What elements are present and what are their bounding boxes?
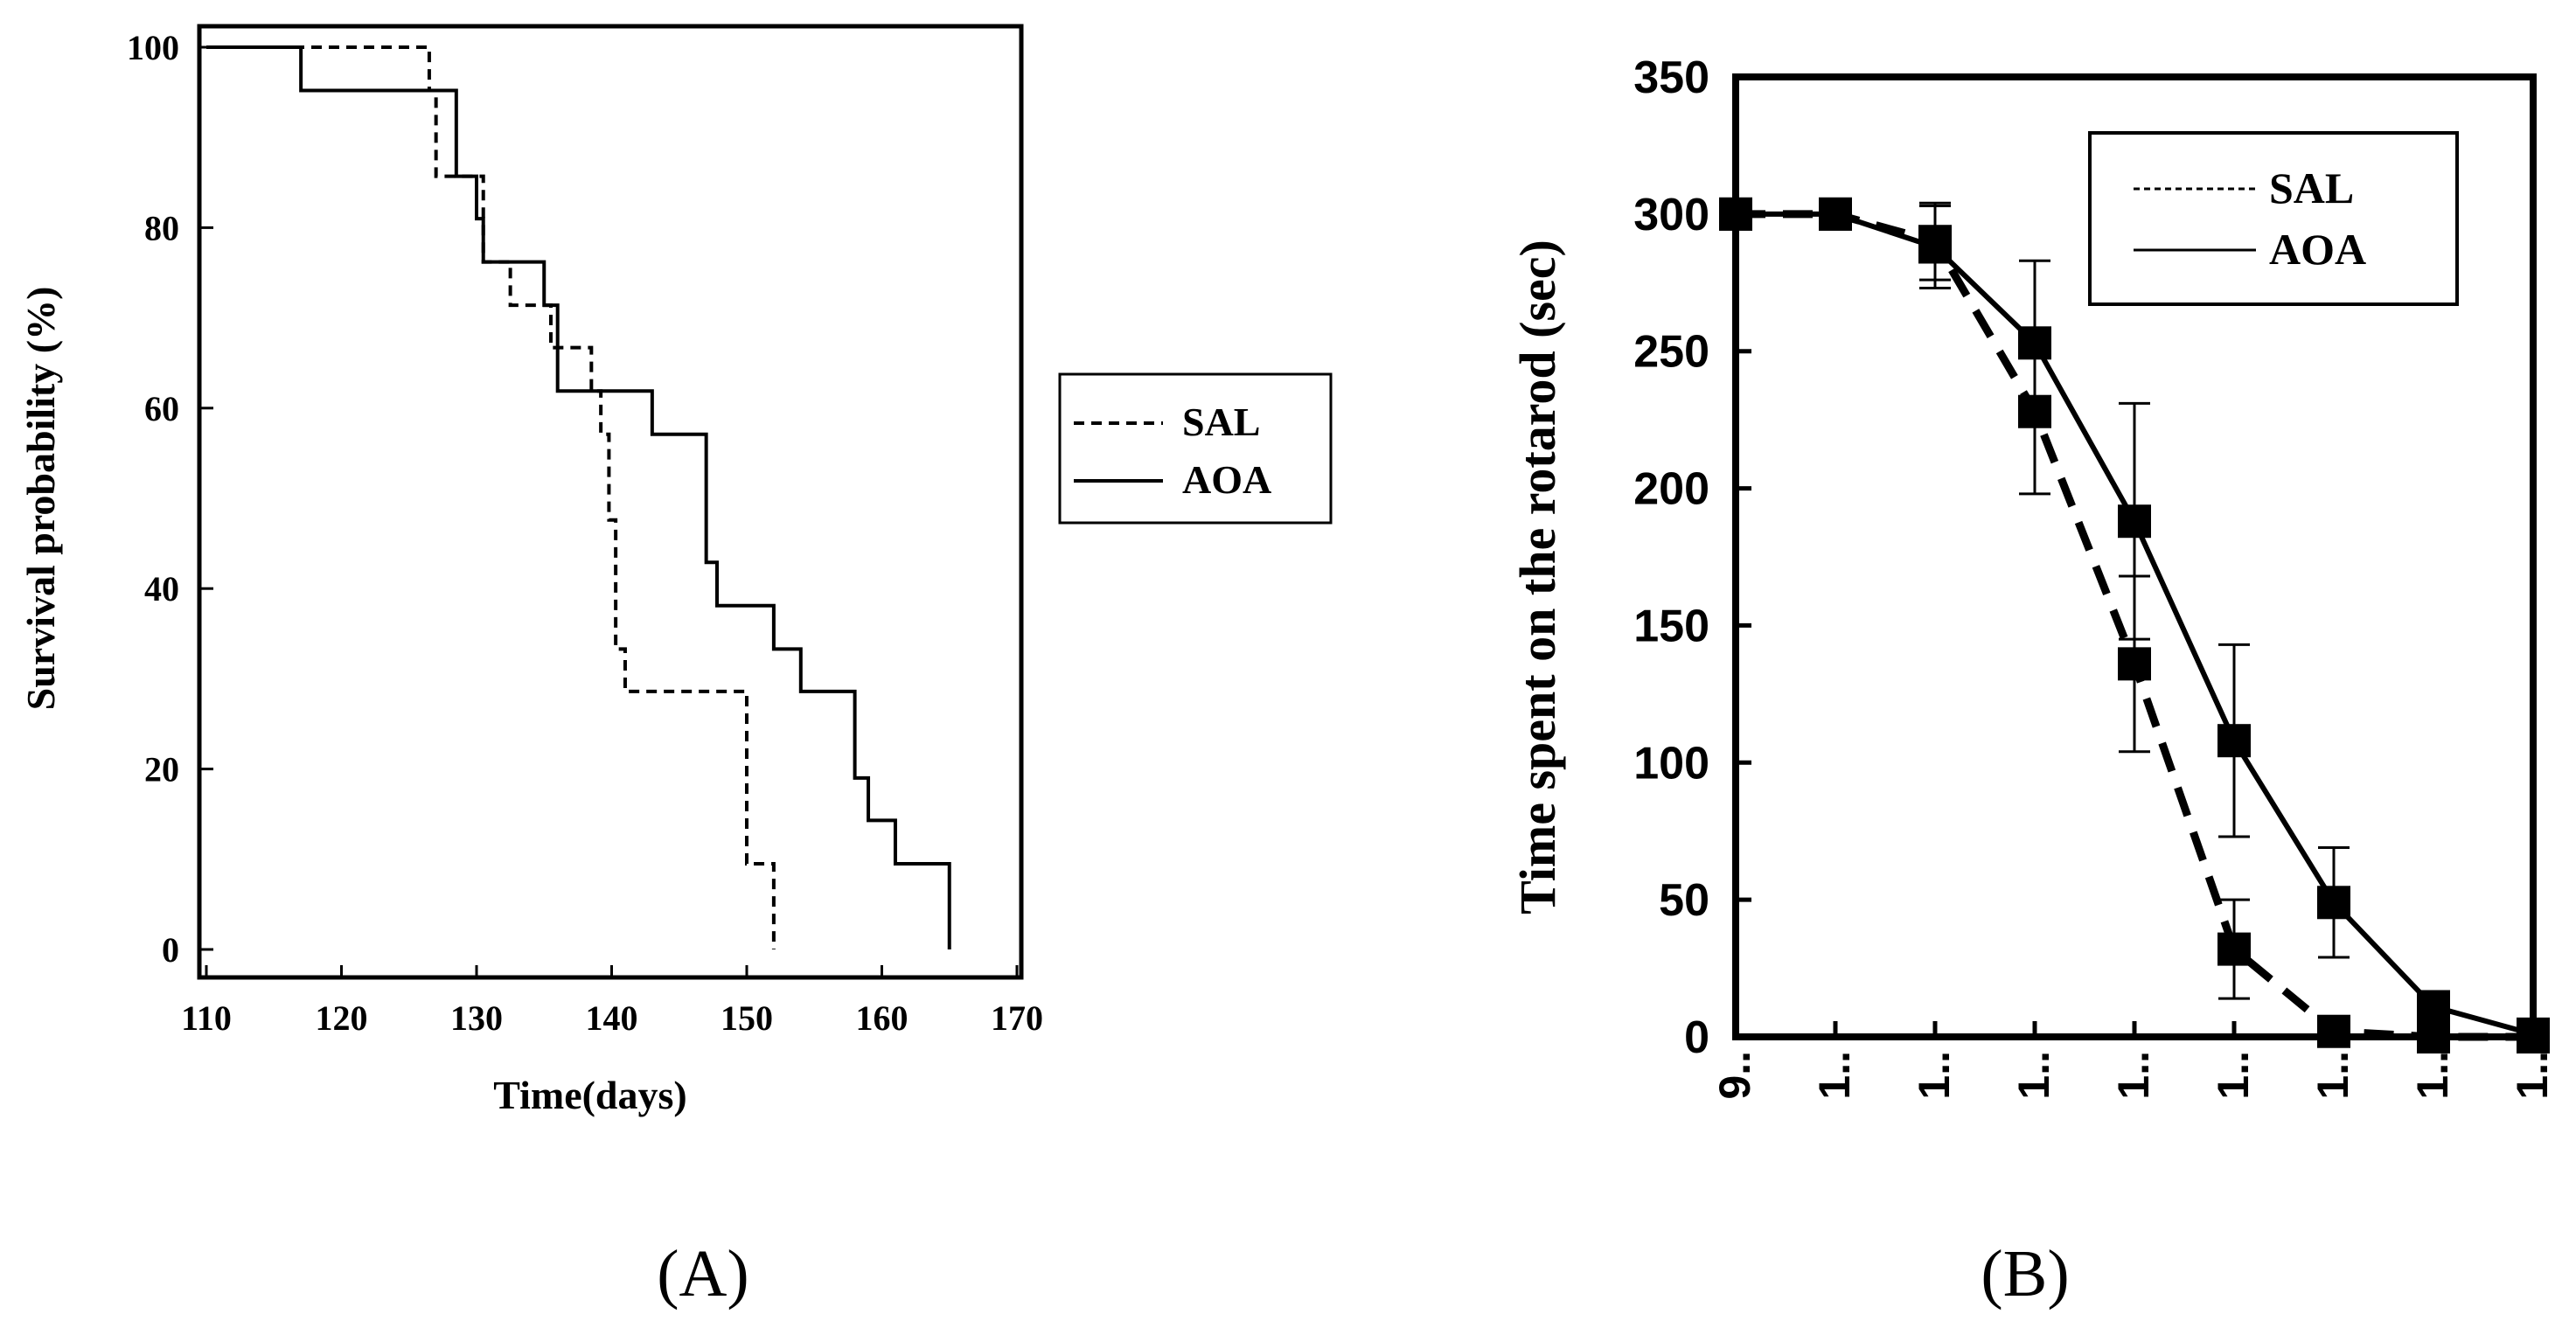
panel-a-x-tick-label: 130 xyxy=(450,998,503,1038)
panel-b-y-tick-label: 350 xyxy=(1633,52,1709,103)
panel-b-y-tick-label: 100 xyxy=(1633,738,1709,789)
panel-a-x-tick-label: 120 xyxy=(316,998,368,1038)
panel-a-x-axis-label: Time(days) xyxy=(493,1073,687,1117)
panel-b-aoa-point xyxy=(2118,504,2151,539)
panel-b-x-tick-label: 1.. xyxy=(2209,1051,2258,1100)
panel-a-label: (A) xyxy=(657,1237,749,1311)
panel-b-x-tick-label: 1.. xyxy=(2109,1051,2158,1100)
panel-a-y-tick-label: 0 xyxy=(162,930,179,970)
panel-a-series xyxy=(206,45,951,949)
panel-b-sal-point xyxy=(2317,1014,2350,1048)
panel-a-y-tick-label: 60 xyxy=(144,389,179,428)
panel-a-y-tick-label: 100 xyxy=(127,28,179,67)
panel-a-x-tick-label: 110 xyxy=(181,998,232,1038)
panel-b-y-tick-label: 150 xyxy=(1633,601,1709,651)
panel-b-sal-point xyxy=(2018,394,2051,428)
panel-a-legend-aoa-label: AOA xyxy=(1182,457,1271,502)
panel-b-aoa-point xyxy=(1819,197,1852,231)
panel-b-y-axis-label: Time spent on the rotarod (sec) xyxy=(1509,240,1566,914)
panel-b-x-tick-label: 1.. xyxy=(1810,1051,1859,1100)
panel-b-x-tick-label: 1.. xyxy=(2308,1051,2357,1100)
panel-a-y-tick-label: 20 xyxy=(144,750,179,789)
panel-b-sal-point xyxy=(2217,932,2251,966)
panel-b-x-tick-label: 1.. xyxy=(2508,1051,2557,1100)
panel-a-x-ticks: 110 120 130 140 150 160 170 xyxy=(181,965,1043,1038)
panel-b-legend-sal-label: SAL xyxy=(2269,163,2354,212)
panel-b-x-tick-label: 9.. xyxy=(1710,1051,1759,1100)
panel-b-aoa-point xyxy=(1918,230,1952,264)
panel-b-x-tick-label: 1.. xyxy=(2408,1051,2457,1100)
panel-b-x-tick-label: 1.. xyxy=(2009,1051,2058,1100)
panel-a-x-tick-label: 140 xyxy=(586,998,638,1038)
panel-a-legend-box xyxy=(1058,372,1333,525)
panel-b-legend-box xyxy=(2088,131,2459,306)
panel-b-y-tick-label: 300 xyxy=(1633,190,1709,240)
panel-a-legend: SAL AOA xyxy=(1058,372,1333,525)
panel-b-series xyxy=(1719,197,2550,1053)
panel-a-x-tick-label: 170 xyxy=(991,998,1043,1038)
panel-a-series-aoa-line xyxy=(206,45,951,949)
panel-b-x-tick-label: 1.. xyxy=(1910,1051,1959,1100)
panel-b-y-ticks: 0 50 100 150 200 250 300 350 xyxy=(1633,52,1751,1063)
panel-a-legend-sal-label: SAL xyxy=(1182,400,1260,444)
panel-a-y-axis-label: Survival probability (%) xyxy=(18,287,63,711)
panel-a-x-tick-label: 160 xyxy=(856,998,909,1038)
panel-b-x-ticks: 9.. 1.. 1.. 1.. 1.. 1.. 1.. 1.. 1.. xyxy=(1710,1021,2557,1100)
panel-b-aoa-point xyxy=(2417,990,2450,1024)
panel-a-y-ticks: 0 20 40 60 80 100 xyxy=(127,28,213,970)
panel-a-y-tick-label: 40 xyxy=(144,569,179,608)
panel-b-y-tick-label: 0 xyxy=(1684,1012,1709,1063)
panel-b-legend-aoa-label: AOA xyxy=(2269,225,2366,274)
panel-b-legend: SAL AOA xyxy=(2088,131,2459,306)
panel-b-y-tick-label: 250 xyxy=(1633,327,1709,378)
panel-a-x-tick-label: 150 xyxy=(721,998,773,1038)
panel-b-label: (B) xyxy=(1981,1237,2069,1311)
panel-a-y-tick-label: 80 xyxy=(144,208,179,247)
panel-b: 0 50 100 150 200 250 300 350 9.. 1.. 1.. 1.. 1.. 1..… xyxy=(1509,52,2557,1311)
panel-b-sal-point xyxy=(2118,647,2151,681)
panel-b-aoa-point xyxy=(2317,886,2350,920)
panel-b-y-tick-label: 50 xyxy=(1659,875,1709,926)
panel-b-aoa-point xyxy=(2217,724,2251,758)
panel-b-y-tick-label: 200 xyxy=(1633,464,1709,515)
panel-b-aoa-point xyxy=(2018,326,2051,360)
panel-a-series-sal-line xyxy=(206,45,776,949)
panel-b-plot-frame xyxy=(1732,73,2537,1040)
panel-a: 0 20 40 60 80 100 110 120 130 140 150 160 170 Time(… xyxy=(18,24,1333,1311)
